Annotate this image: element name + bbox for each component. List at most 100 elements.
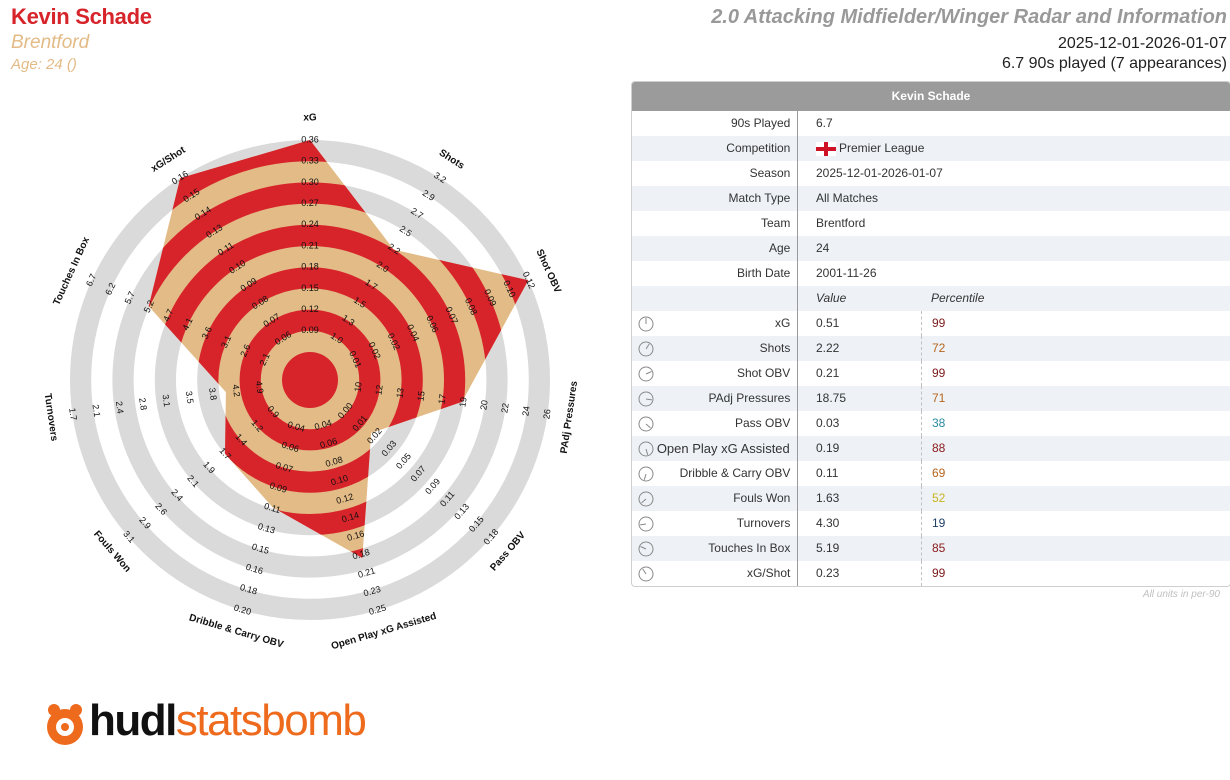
player-info-table: Kevin Schade 90s Played 6.7 Competition … xyxy=(631,81,1230,587)
metric-percentile: 69 xyxy=(921,461,945,486)
metric-label: Fouls Won xyxy=(632,486,798,511)
table-header: Kevin Schade xyxy=(632,82,1230,111)
radar-tick-label: 0.15 xyxy=(251,541,271,556)
row-label: Birth Date xyxy=(632,261,798,286)
label-text: 90s Played xyxy=(730,116,791,130)
radar-title: 2.0 Attacking Midfielder/Winger Radar an… xyxy=(711,6,1227,28)
radar-tick-label: 0.05 xyxy=(394,451,413,471)
metric-value: 0.21 xyxy=(816,366,840,380)
metric-row: Turnovers 4.30 19 xyxy=(632,511,1230,536)
radar-tick-label: 12 xyxy=(373,384,384,395)
radar-tick-label: 0.04 xyxy=(286,419,306,434)
radar-tick-label: 4.1 xyxy=(180,316,194,332)
radar-tick-label: 0.07 xyxy=(275,460,295,475)
radar-tick-label: 0.23 xyxy=(362,584,382,599)
metric-label: Touches In Box xyxy=(632,536,798,561)
metric-percentile: 52 xyxy=(921,486,945,511)
hudl-statsbomb-logo: hudlstatsbomb xyxy=(41,696,367,752)
table-row: Competition Premier League xyxy=(632,136,1230,161)
radar-tick-label: 0.16 xyxy=(245,562,265,577)
metric-label-text: Dribble & Carry OBV xyxy=(679,466,791,480)
player-age: Age: 24 () xyxy=(11,56,77,73)
metric-label-text: PAdj Pressures xyxy=(708,391,791,405)
metric-row: Shots 2.22 72 xyxy=(632,336,1230,361)
row-label: Age xyxy=(632,236,798,261)
metric-row: Shot OBV 0.21 99 xyxy=(632,361,1230,386)
radar-tick-label: 26 xyxy=(541,408,552,419)
row-label: Match Type xyxy=(632,186,798,211)
radar-axis-label: Shots xyxy=(437,148,467,173)
row-label xyxy=(632,286,798,311)
metric-percentile: 72 xyxy=(921,336,945,361)
metric-label-text: Fouls Won xyxy=(733,491,791,505)
percentile-dial-icon xyxy=(638,391,654,407)
row-value: 24 xyxy=(816,241,830,255)
radar-tick-label: 6.2 xyxy=(103,281,117,297)
radar-tick-label: 0.33 xyxy=(301,156,319,166)
radar-axis-label: xG xyxy=(303,113,317,124)
metric-row: Touches In Box 5.19 85 xyxy=(632,536,1230,561)
metric-label: Turnovers xyxy=(632,511,798,536)
metric-value: 4.30 xyxy=(816,516,840,530)
row-label: Competition xyxy=(632,136,798,161)
metric-label-text: Pass OBV xyxy=(734,416,791,430)
metric-value: 0.51 xyxy=(816,316,840,330)
radar-tick-label: 3.8 xyxy=(207,387,219,401)
radar-tick-label: 0.12 xyxy=(301,304,319,314)
radar-tick-label: 0.21 xyxy=(301,240,319,250)
table-row: Birth Date 2001-11-26 xyxy=(632,261,1230,286)
radar-tick-label: 3.1 xyxy=(219,334,233,350)
metric-row: Pass OBV 0.03 38 xyxy=(632,411,1230,436)
metric-label-text: Shots xyxy=(759,341,791,355)
logo-statsbomb-text: statsbomb xyxy=(175,696,367,745)
metric-label-text: Touches In Box xyxy=(708,541,791,555)
radar-axis-label: Dribble & Carry OBV xyxy=(188,612,285,650)
metric-percentile: 88 xyxy=(921,436,945,461)
radar-tick-label: 2.6 xyxy=(238,343,252,359)
row-value: 2001-11-26 xyxy=(816,266,877,280)
radar-tick-label: 0.08 xyxy=(324,454,344,469)
radar-tick-label: 0.18 xyxy=(351,547,371,562)
percentile-dial-icon xyxy=(638,341,654,357)
radar-tick-label: 5.7 xyxy=(123,290,137,306)
metric-value: 0.11 xyxy=(816,466,839,480)
minutes-played: 6.7 90s played (7 appearances) xyxy=(1001,55,1227,72)
metric-label-text: xG/Shot xyxy=(746,566,791,580)
radar-tick-label: 0.25 xyxy=(368,602,388,617)
percentile-dial-icon xyxy=(638,491,654,507)
radar-tick-label: 2.8 xyxy=(137,397,149,411)
metric-label: Dribble & Carry OBV xyxy=(632,461,798,486)
metric-value: 0.03 xyxy=(816,416,840,430)
logo-wordmark: hudlstatsbomb xyxy=(89,696,367,746)
radar-tick-label: 0.18 xyxy=(301,262,319,272)
radar-tick-label: 0.12 xyxy=(335,491,355,506)
percentile-dial-icon xyxy=(638,566,654,582)
percentile-dial-icon xyxy=(638,316,654,332)
metric-label: xG/Shot xyxy=(632,561,798,586)
radar-tick-label: 17 xyxy=(436,393,447,404)
metric-percentile: 85 xyxy=(921,536,945,561)
percentile-dial-icon xyxy=(638,466,654,482)
radar-tick-label: 0.11 xyxy=(263,501,282,515)
row-value: Premier League xyxy=(816,136,924,161)
radar-tick-label: 15 xyxy=(415,390,426,401)
label-text: Match Type xyxy=(728,191,791,205)
radar-tick-label: 0.10 xyxy=(330,473,350,488)
metric-row: Fouls Won 1.63 52 xyxy=(632,486,1230,511)
radar-polygon-band xyxy=(239,309,381,451)
radar-tick-label: 0.24 xyxy=(301,219,319,229)
radar-tick-label: 1.7 xyxy=(67,407,79,421)
table-row: Team Brentford xyxy=(632,211,1230,236)
radar-tick-label: 0.20 xyxy=(233,602,253,617)
label-text: Team xyxy=(760,216,791,230)
radar-tick-label: 24 xyxy=(520,405,531,416)
player-name: Kevin Schade xyxy=(11,4,152,29)
radar-tick-label: 0.09 xyxy=(269,480,289,495)
metric-label-text: xG xyxy=(774,316,791,330)
radar-tick-label: 2.4 xyxy=(114,401,126,415)
metric-row: xG 0.51 99 xyxy=(632,311,1230,336)
radar-tick-label: 0.09 xyxy=(301,325,319,335)
date-range: 2025-12-01-2026-01-07 xyxy=(1057,35,1227,52)
percentile-dial-icon xyxy=(638,416,654,432)
metric-percentile: 19 xyxy=(921,511,945,536)
